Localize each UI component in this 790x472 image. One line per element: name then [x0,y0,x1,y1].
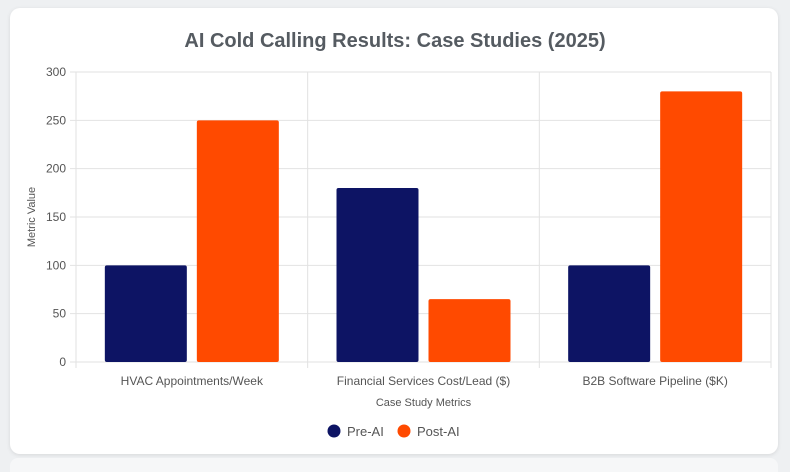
bar-pre-ai-3[interactable] [568,265,651,362]
bar-post-ai-3[interactable] [660,91,743,362]
y-tick-label: 150 [46,210,66,224]
bar-pre-ai-2[interactable] [336,188,419,362]
bar-pre-ai-1[interactable] [104,265,187,362]
legend[interactable]: Pre-AI Post-AI [327,424,460,439]
legend-item-pre-ai[interactable]: Pre-AI [327,424,384,439]
y-tick-label: 250 [46,113,66,127]
y-tick-label: 0 [59,355,66,369]
y-axis-title: Metric Value [26,187,38,247]
x-tick-label: Financial Services Cost/Lead ($) [337,374,510,388]
x-axis-title: Case Study Metrics [376,397,472,409]
bar-post-ai-2[interactable] [428,299,511,362]
y-tick-label: 50 [53,307,67,321]
legend-item-post-ai[interactable]: Post-AI [397,424,460,439]
legend-marker [327,424,341,438]
y-axis-ticks: 0 50 100 150 200 250 300 [46,65,66,369]
x-tick-label: HVAC Appointments/Week [121,374,264,388]
x-axis-ticks: HVAC Appointments/Week Financial Services… [121,374,728,388]
y-tick-label: 100 [46,258,66,272]
chart-title: AI Cold Calling Results: Case Studies (2… [184,30,606,52]
footer-strip [10,458,778,472]
y-tick-label: 200 [46,162,66,176]
y-tick-label: 300 [46,65,66,79]
bar-post-ai-1[interactable] [196,120,279,362]
legend-label: Pre-AI [347,424,384,439]
x-tick-label: B2B Software Pipeline ($K) [582,374,727,388]
legend-label: Post-AI [417,424,460,439]
legend-marker [397,424,411,438]
grid-lines [70,71,772,368]
bars [104,91,743,362]
